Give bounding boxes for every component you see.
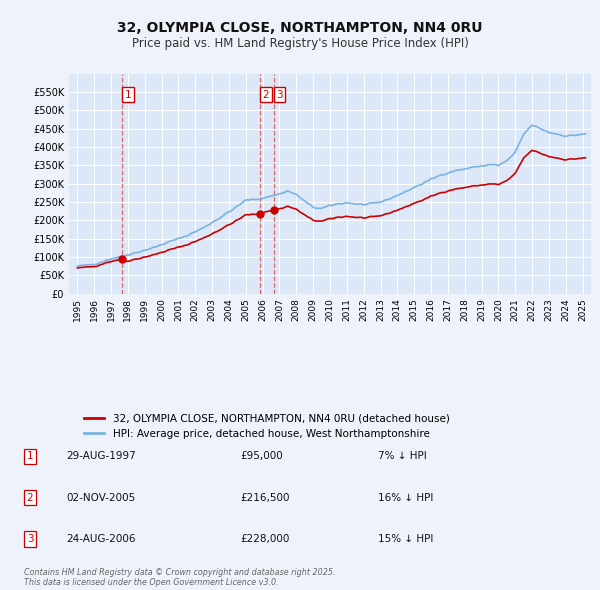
Text: 16% ↓ HPI: 16% ↓ HPI [378, 493, 433, 503]
Text: 32, OLYMPIA CLOSE, NORTHAMPTON, NN4 0RU: 32, OLYMPIA CLOSE, NORTHAMPTON, NN4 0RU [117, 21, 483, 35]
Text: 15% ↓ HPI: 15% ↓ HPI [378, 534, 433, 544]
Text: Contains HM Land Registry data © Crown copyright and database right 2025.
This d: Contains HM Land Registry data © Crown c… [24, 568, 335, 587]
Legend: 32, OLYMPIA CLOSE, NORTHAMPTON, NN4 0RU (detached house), HPI: Average price, de: 32, OLYMPIA CLOSE, NORTHAMPTON, NN4 0RU … [79, 409, 454, 443]
Text: 29-AUG-1997: 29-AUG-1997 [66, 451, 136, 461]
Text: 24-AUG-2006: 24-AUG-2006 [66, 534, 136, 544]
Text: 02-NOV-2005: 02-NOV-2005 [66, 493, 135, 503]
Text: £228,000: £228,000 [240, 534, 289, 544]
Text: 1: 1 [125, 90, 131, 100]
Text: 3: 3 [26, 534, 34, 544]
Text: Price paid vs. HM Land Registry's House Price Index (HPI): Price paid vs. HM Land Registry's House … [131, 37, 469, 50]
Text: 2: 2 [26, 493, 34, 503]
Text: 7% ↓ HPI: 7% ↓ HPI [378, 451, 427, 461]
Text: 3: 3 [276, 90, 283, 100]
Text: £95,000: £95,000 [240, 451, 283, 461]
Text: £216,500: £216,500 [240, 493, 290, 503]
Text: 2: 2 [262, 90, 269, 100]
Text: 1: 1 [26, 451, 34, 461]
